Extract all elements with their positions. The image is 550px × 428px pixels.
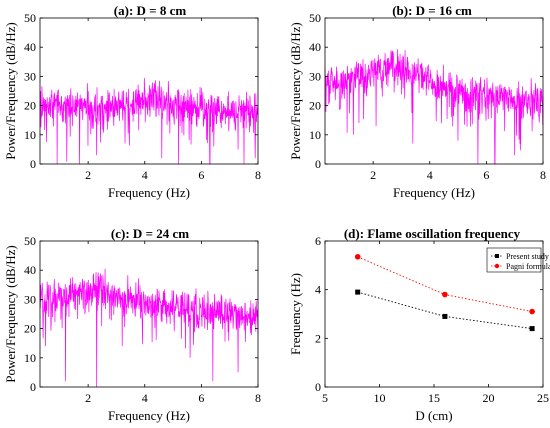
plot-area bbox=[324, 49, 544, 165]
plot-area bbox=[39, 268, 259, 388]
x-tick-label: 8 bbox=[255, 391, 261, 405]
x-tick-label: 10 bbox=[374, 391, 386, 405]
y-tick-label: 10 bbox=[24, 128, 36, 142]
legend-marker bbox=[495, 254, 499, 258]
y-tick-label: 0 bbox=[30, 380, 36, 394]
axes-box bbox=[39, 240, 259, 388]
y-tick-label: 2 bbox=[315, 331, 321, 345]
legend-label: Present study bbox=[506, 252, 549, 261]
series-line bbox=[357, 291, 533, 330]
panel-title: (d): Flame oscillation frequency bbox=[344, 226, 521, 241]
y-tick-label: 20 bbox=[24, 99, 36, 113]
y-tick-label: 40 bbox=[24, 40, 36, 54]
spectrum-line bbox=[39, 77, 259, 165]
panel-title: (c): D = 24 cm bbox=[111, 226, 189, 241]
x-tick-label: 2 bbox=[85, 391, 91, 405]
x-tick-label: 25 bbox=[537, 391, 549, 405]
y-tick-label: 0 bbox=[315, 157, 321, 171]
x-tick-label: 6 bbox=[198, 168, 204, 182]
y-tick-label: 6 bbox=[315, 234, 321, 248]
data-point bbox=[355, 289, 361, 295]
y-tick-label: 40 bbox=[309, 40, 321, 54]
data-point bbox=[354, 254, 361, 260]
y-tick-label: 30 bbox=[24, 292, 36, 306]
y-tick-label: 10 bbox=[24, 351, 36, 365]
panel-title: (a): D = 8 cm bbox=[114, 3, 187, 18]
data-point bbox=[529, 326, 535, 332]
y-tick-label: 4 bbox=[315, 283, 321, 297]
y-tick-label: 50 bbox=[24, 11, 36, 25]
panel-title: (b): D = 16 cm bbox=[392, 3, 472, 18]
x-tick-label: 4 bbox=[427, 168, 433, 182]
x-tick-label: 15 bbox=[428, 391, 440, 405]
y-tick-label: 30 bbox=[309, 69, 321, 83]
x-tick-label: 2 bbox=[370, 168, 376, 182]
y-axis-label: Power/Frequency (dB/Hz) bbox=[288, 22, 303, 160]
y-tick-label: 50 bbox=[309, 11, 321, 25]
y-tick-label: 30 bbox=[24, 69, 36, 83]
y-axis-label: Frequency (Hz) bbox=[288, 273, 303, 355]
y-tick-label: 10 bbox=[309, 128, 321, 142]
y-tick-label: 0 bbox=[315, 380, 321, 394]
axes-box bbox=[324, 17, 544, 165]
legend-label: Pagni formula bbox=[506, 262, 550, 271]
x-axis-label: Frequency (Hz) bbox=[108, 408, 190, 423]
x-tick-label: 6 bbox=[198, 391, 204, 405]
data-point bbox=[442, 291, 448, 298]
data-point bbox=[529, 308, 535, 315]
spectrum-line bbox=[324, 49, 544, 165]
x-axis-label: Frequency (Hz) bbox=[393, 185, 475, 200]
x-axis-label: Frequency (Hz) bbox=[108, 185, 190, 200]
x-tick-label: 2 bbox=[85, 168, 91, 182]
x-tick-label: 8 bbox=[540, 168, 546, 182]
y-tick-label: 20 bbox=[309, 99, 321, 113]
x-tick-label: 4 bbox=[142, 391, 148, 405]
x-tick-label: 4 bbox=[142, 168, 148, 182]
x-tick-label: 20 bbox=[483, 391, 495, 405]
x-axis-label: D (cm) bbox=[415, 408, 452, 423]
x-tick-label: 8 bbox=[255, 168, 261, 182]
axes-box bbox=[39, 17, 259, 165]
y-axis-label: Power/Frequency (dB/Hz) bbox=[3, 22, 18, 160]
y-axis-label: Power/Frequency (dB/Hz) bbox=[3, 245, 18, 383]
x-tick-label: 5 bbox=[322, 391, 328, 405]
legend-box bbox=[486, 247, 542, 273]
y-tick-label: 20 bbox=[24, 322, 36, 336]
plot-area bbox=[354, 254, 535, 332]
y-tick-label: 40 bbox=[24, 263, 36, 277]
legend-marker bbox=[494, 263, 500, 269]
spectrum-line bbox=[39, 268, 259, 388]
y-tick-label: 50 bbox=[24, 234, 36, 248]
plot-area bbox=[39, 77, 259, 165]
data-point bbox=[442, 313, 448, 319]
y-tick-label: 0 bbox=[30, 157, 36, 171]
x-tick-label: 6 bbox=[483, 168, 489, 182]
